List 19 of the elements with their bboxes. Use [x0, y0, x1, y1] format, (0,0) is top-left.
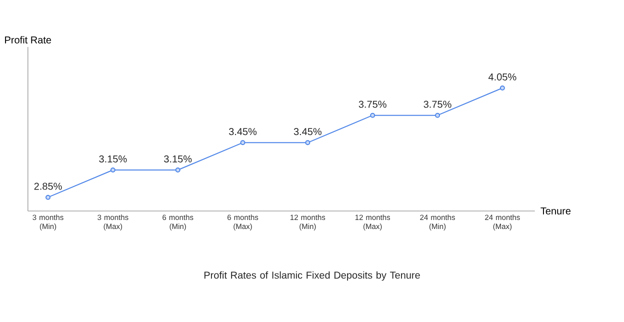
x-axis-title: Tenure	[540, 208, 571, 214]
data-label: 3.15%	[99, 155, 127, 162]
text: Profit Rates of Islamic Fixed Deposits by Tenure	[204, 271, 420, 281]
y-axis-title: Profit Rate	[5, 36, 52, 44]
point	[305, 140, 310, 146]
point	[175, 168, 180, 172]
data-label: 3.45%	[228, 128, 257, 136]
data-label: 3.15%	[164, 155, 192, 162]
data-label: 4.05%	[488, 73, 516, 80]
data-label: 2.85%	[34, 182, 62, 190]
data-label: 3.45%	[294, 128, 322, 136]
point	[240, 140, 246, 146]
point	[370, 112, 376, 118]
point	[435, 112, 440, 118]
point	[46, 194, 50, 200]
data-label: 3.75%	[424, 100, 452, 108]
point	[500, 86, 505, 90]
point	[110, 168, 116, 172]
data-label: 3.75%	[358, 100, 386, 108]
